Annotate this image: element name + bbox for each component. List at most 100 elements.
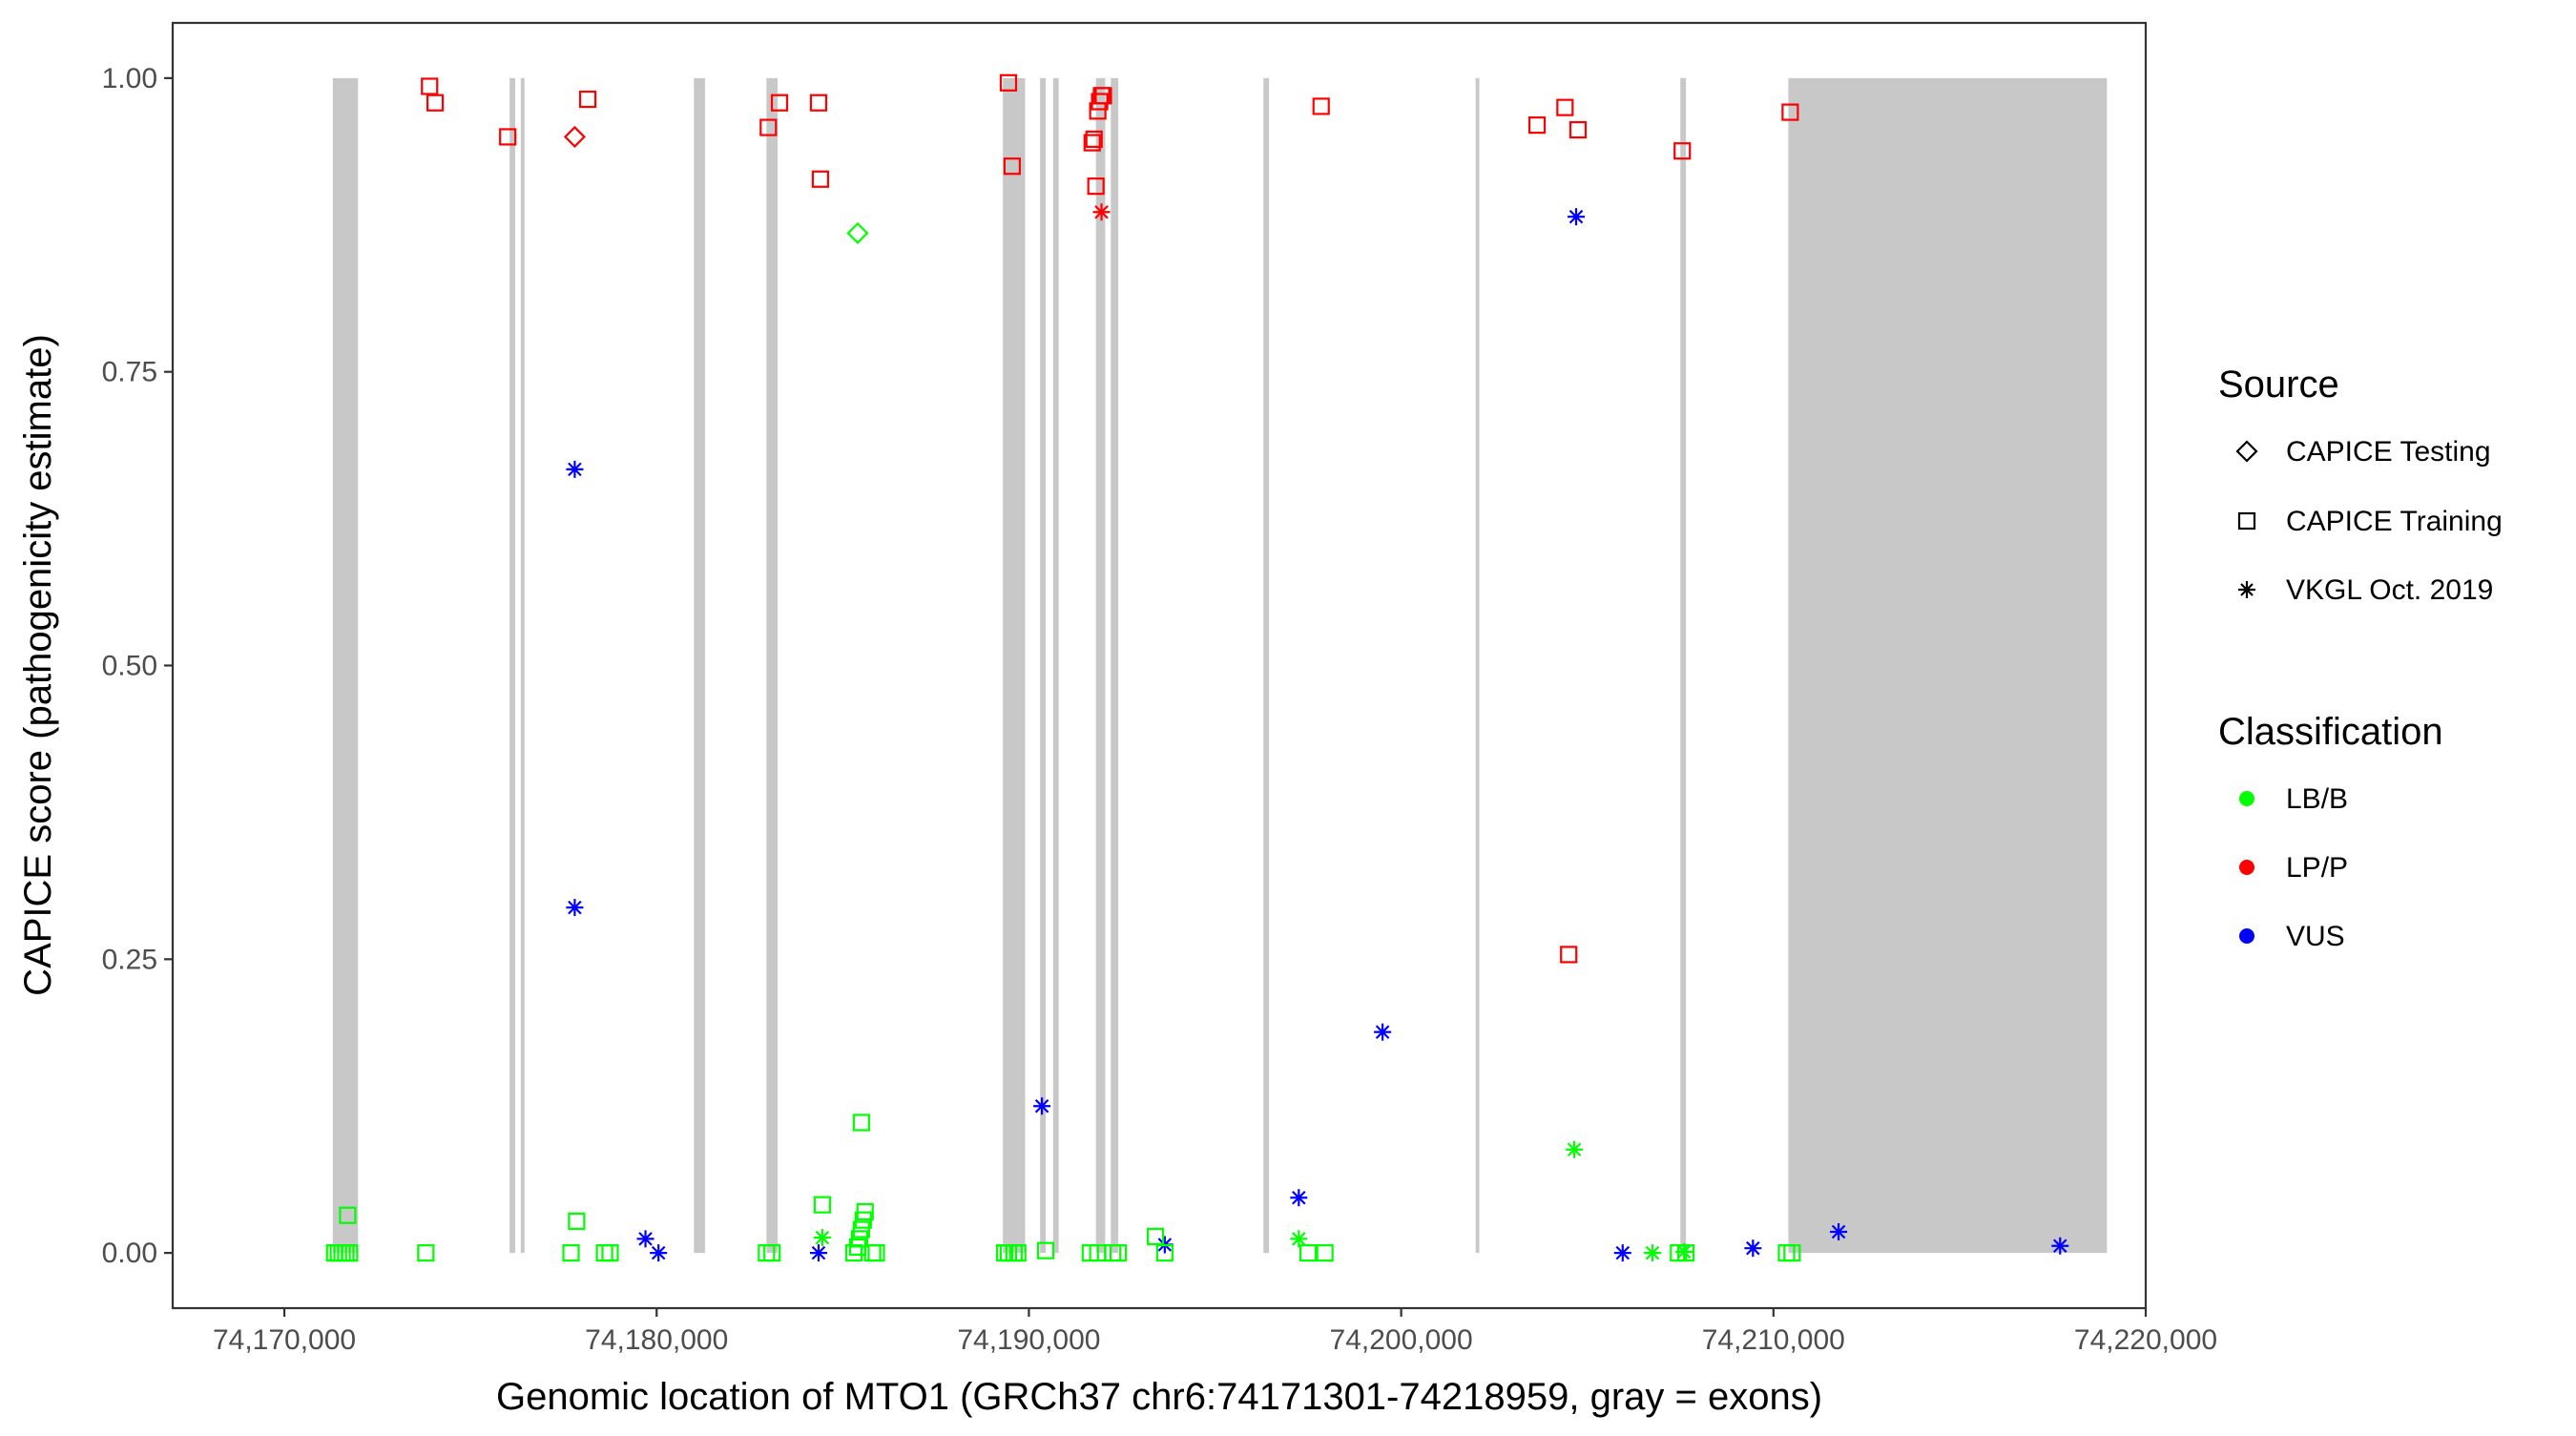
data-point-square bbox=[1781, 103, 1799, 121]
data-point-square bbox=[1312, 97, 1330, 115]
y-tick-label: 0.50 bbox=[102, 651, 157, 682]
exon-band bbox=[1111, 77, 1119, 1254]
y-tick-label: 1.00 bbox=[102, 63, 157, 94]
legend-source-title: Source bbox=[2218, 364, 2339, 406]
data-point-square bbox=[763, 1244, 781, 1262]
data-point-square bbox=[1036, 1241, 1055, 1259]
legend-item-lbb: LB/B bbox=[2239, 783, 2348, 815]
exon-band bbox=[1003, 77, 1026, 1254]
legend-square-icon bbox=[2237, 511, 2256, 531]
legend-label-vus: VUS bbox=[2286, 921, 2345, 952]
data-point-asterisk bbox=[566, 460, 584, 478]
data-point-square bbox=[421, 77, 439, 95]
data-point-square bbox=[844, 1244, 863, 1262]
legend-red-dot-icon bbox=[2239, 860, 2254, 875]
exon-band bbox=[766, 77, 779, 1254]
x-tick-label: 74,170,000 bbox=[213, 1324, 356, 1356]
data-point-square bbox=[1568, 120, 1588, 139]
data-point-square bbox=[1673, 142, 1692, 160]
data-point-asterisk bbox=[1374, 1023, 1392, 1041]
data-point-asterisk bbox=[566, 899, 584, 917]
y-tick-label: 0.75 bbox=[102, 357, 157, 388]
exon-band bbox=[694, 77, 705, 1254]
legend-green-dot-icon bbox=[2239, 791, 2254, 806]
point-layer bbox=[325, 73, 2069, 1262]
exon-band bbox=[520, 77, 525, 1254]
data-point-square bbox=[426, 94, 445, 112]
x-tick-label: 74,220,000 bbox=[2074, 1324, 2217, 1356]
x-axis-title: Genomic location of MTO1 (GRCh37 chr6:74… bbox=[496, 1376, 1822, 1418]
data-point-square bbox=[1109, 1244, 1128, 1262]
data-point-asterisk bbox=[813, 1229, 831, 1247]
data-point-square bbox=[809, 94, 828, 112]
exon-band bbox=[509, 77, 515, 1254]
data-point-square bbox=[1316, 1244, 1334, 1262]
data-point-square bbox=[1146, 1227, 1165, 1245]
legend-label-vkgl: VKGL Oct. 2019 bbox=[2286, 574, 2493, 606]
data-point-asterisk bbox=[1566, 1140, 1584, 1158]
legend-classification: Classification LB/B LP/P VUS bbox=[2218, 711, 2443, 952]
legend-source: Source CAPICE Testing CAPICE Training VK… bbox=[2218, 364, 2503, 606]
data-point-asterisk bbox=[650, 1244, 668, 1262]
data-point-square bbox=[759, 118, 778, 136]
exon-band bbox=[1788, 77, 2108, 1254]
data-point-square bbox=[1783, 1244, 1801, 1262]
data-point-square bbox=[1083, 134, 1101, 152]
data-point-square bbox=[595, 1244, 613, 1262]
data-point-asterisk bbox=[1092, 203, 1111, 221]
data-point-asterisk bbox=[1290, 1189, 1308, 1207]
exon-band bbox=[1095, 77, 1106, 1254]
data-point-asterisk bbox=[636, 1230, 654, 1248]
legend-classification-title: Classification bbox=[2218, 711, 2443, 753]
exon-band bbox=[1475, 77, 1480, 1254]
data-point-asterisk bbox=[1290, 1230, 1308, 1248]
exon-band bbox=[1040, 77, 1046, 1254]
data-point-square bbox=[863, 1244, 882, 1262]
legend-asterisk-icon bbox=[2238, 581, 2255, 598]
data-point-square bbox=[1003, 157, 1021, 176]
data-point-asterisk bbox=[1613, 1244, 1631, 1262]
exon-band bbox=[1052, 77, 1059, 1254]
data-point-square bbox=[811, 170, 830, 188]
data-point-asterisk bbox=[809, 1244, 827, 1262]
legend-item-capice-training: CAPICE Training bbox=[2237, 506, 2503, 537]
exon-layer bbox=[332, 77, 2108, 1254]
y-tick-label: 0.25 bbox=[102, 944, 157, 975]
data-point-square bbox=[1560, 946, 1578, 964]
data-point-asterisk bbox=[1830, 1222, 1848, 1240]
data-point-square bbox=[1094, 87, 1112, 105]
x-axis: 74,170,000 74,180,000 74,190,000 74,200,000… bbox=[213, 1308, 2217, 1356]
y-axis: 0.00 0.25 0.50 0.75 1.00 bbox=[102, 63, 173, 1269]
data-point-asterisk bbox=[1033, 1097, 1051, 1115]
data-point-asterisk bbox=[1744, 1239, 1762, 1258]
data-point-square bbox=[578, 90, 597, 109]
data-point-square bbox=[856, 1202, 874, 1221]
x-tick-label: 74,180,000 bbox=[585, 1324, 728, 1356]
data-point-square bbox=[1008, 1244, 1027, 1262]
legend-label-lpp: LP/P bbox=[2286, 852, 2348, 884]
data-point-square bbox=[1091, 93, 1109, 111]
data-point-asterisk bbox=[1568, 208, 1586, 226]
data-point-diamond bbox=[563, 125, 586, 148]
legend-blue-dot-icon bbox=[2239, 928, 2254, 944]
data-point-square bbox=[341, 1244, 359, 1262]
data-point-square bbox=[1677, 1244, 1695, 1262]
data-point-square bbox=[1556, 98, 1574, 116]
data-point-square bbox=[867, 1244, 885, 1262]
data-point-square bbox=[1155, 1244, 1174, 1262]
data-point-square bbox=[601, 1244, 619, 1262]
data-point-square bbox=[813, 1196, 831, 1214]
legend-label-capice-training: CAPICE Training bbox=[2286, 506, 2503, 537]
data-point-diamond bbox=[846, 221, 869, 244]
data-point-square bbox=[770, 94, 789, 112]
legend-item-vkgl: VKGL Oct. 2019 bbox=[2238, 574, 2493, 606]
data-point-square bbox=[852, 1113, 870, 1132]
data-point-square bbox=[1085, 130, 1103, 148]
legend-label-capice-testing: CAPICE Testing bbox=[2286, 436, 2491, 468]
data-point-square bbox=[852, 1220, 870, 1238]
x-tick-label: 74,210,000 bbox=[1702, 1324, 1845, 1356]
data-point-square bbox=[999, 73, 1018, 92]
data-point-square bbox=[568, 1212, 586, 1230]
